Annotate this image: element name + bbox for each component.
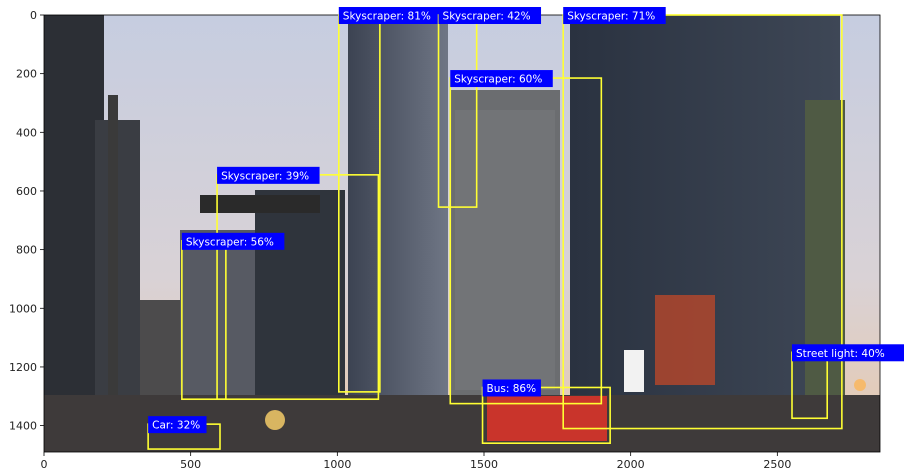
y-axis-ticks: 0 200 400 600 800 1000 1200 1400 [9, 9, 44, 433]
detection-label-bg [217, 166, 320, 184]
detection-label: Skyscraper: 56% [186, 236, 274, 248]
y-tick-label: 1000 [9, 302, 37, 315]
x-tick-label: 2500 [763, 458, 791, 471]
detection-boxes: Skyscraper: 81% Skyscraper: 42% Skyscraper… [147, 7, 904, 450]
y-tick-label: 1200 [9, 361, 37, 374]
y-tick-label: 400 [16, 126, 37, 139]
y-tick-label: 0 [30, 9, 37, 22]
detection-label-bg [792, 344, 904, 362]
y-tick-label: 1400 [9, 420, 37, 433]
street-photo [44, 15, 880, 452]
y-tick-label: 200 [16, 68, 37, 81]
detection-label-bg [338, 7, 442, 24]
x-tick-label: 0 [41, 458, 48, 471]
detection-label-bg [482, 379, 541, 397]
x-tick-label: 500 [180, 458, 201, 471]
detection-label-bg [450, 70, 553, 88]
detection-label-bg [438, 7, 542, 24]
detection-label: Skyscraper: 39% [221, 170, 309, 182]
y-tick-label: 800 [16, 244, 37, 257]
x-tick-label: 1000 [323, 458, 351, 471]
detection-label: Bus: 86% [487, 383, 537, 395]
detection-box [562, 14, 843, 430]
detection-label-bg [148, 416, 207, 434]
detection-label: Skyscraper: 81% [343, 11, 431, 23]
x-axis-ticks: 0 500 1000 1500 2000 2500 [41, 452, 791, 471]
detection-label: Skyscraper: 71% [567, 11, 655, 23]
x-tick-label: 2000 [617, 458, 645, 471]
detection-box [481, 386, 611, 445]
detection-label: Skyscraper: 60% [454, 74, 542, 86]
detection-label-bg [181, 232, 285, 250]
y-tick-label: 600 [16, 185, 37, 198]
detection-label: Skyscraper: 42% [443, 11, 531, 23]
x-tick-label: 1500 [470, 458, 498, 471]
detection-label-bg [563, 7, 666, 24]
detection-label: Car: 32% [152, 420, 200, 432]
detection-label: Street light: 40% [796, 348, 885, 360]
